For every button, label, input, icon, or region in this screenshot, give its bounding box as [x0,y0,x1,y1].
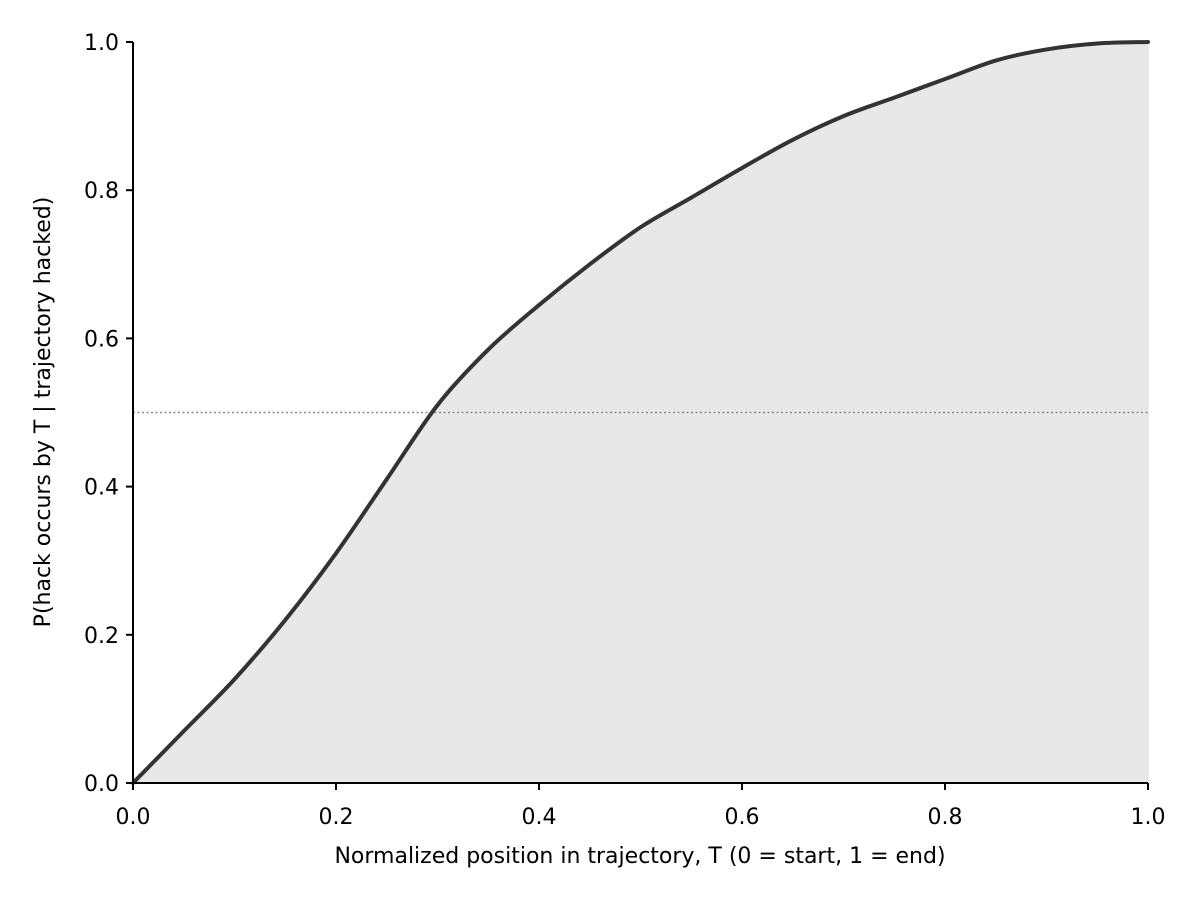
y-tick-label: 0.0 [84,772,119,797]
axes [126,41,1149,790]
y-tick-label: 0.4 [84,476,119,501]
x-tick-label: 0.8 [928,805,963,830]
area-fill [133,42,1148,783]
y-tick-label: 1.0 [84,31,119,56]
y-axis-label: P(hack occurs by T | trajectory hacked) [31,197,56,628]
x-tick-label: 1.0 [1131,805,1166,830]
y-tick-label: 0.6 [84,327,119,352]
x-tick-label: 0.4 [522,805,557,830]
x-axis-label: Normalized position in trajectory, T (0 … [334,844,945,869]
y-tick-label: 0.2 [84,624,119,649]
x-tick-label: 0.2 [319,805,354,830]
y-tick-label: 0.8 [84,179,119,204]
series-line [131,40,1150,785]
plot-area [131,40,1150,785]
tick-labels: 0.0 0.2 0.4 0.6 0.8 1.0 0.0 0.2 0.4 0.6 0.8 1.0 [84,31,1166,830]
x-tick-label: 0.0 [116,805,151,830]
x-tick-label: 0.6 [725,805,760,830]
